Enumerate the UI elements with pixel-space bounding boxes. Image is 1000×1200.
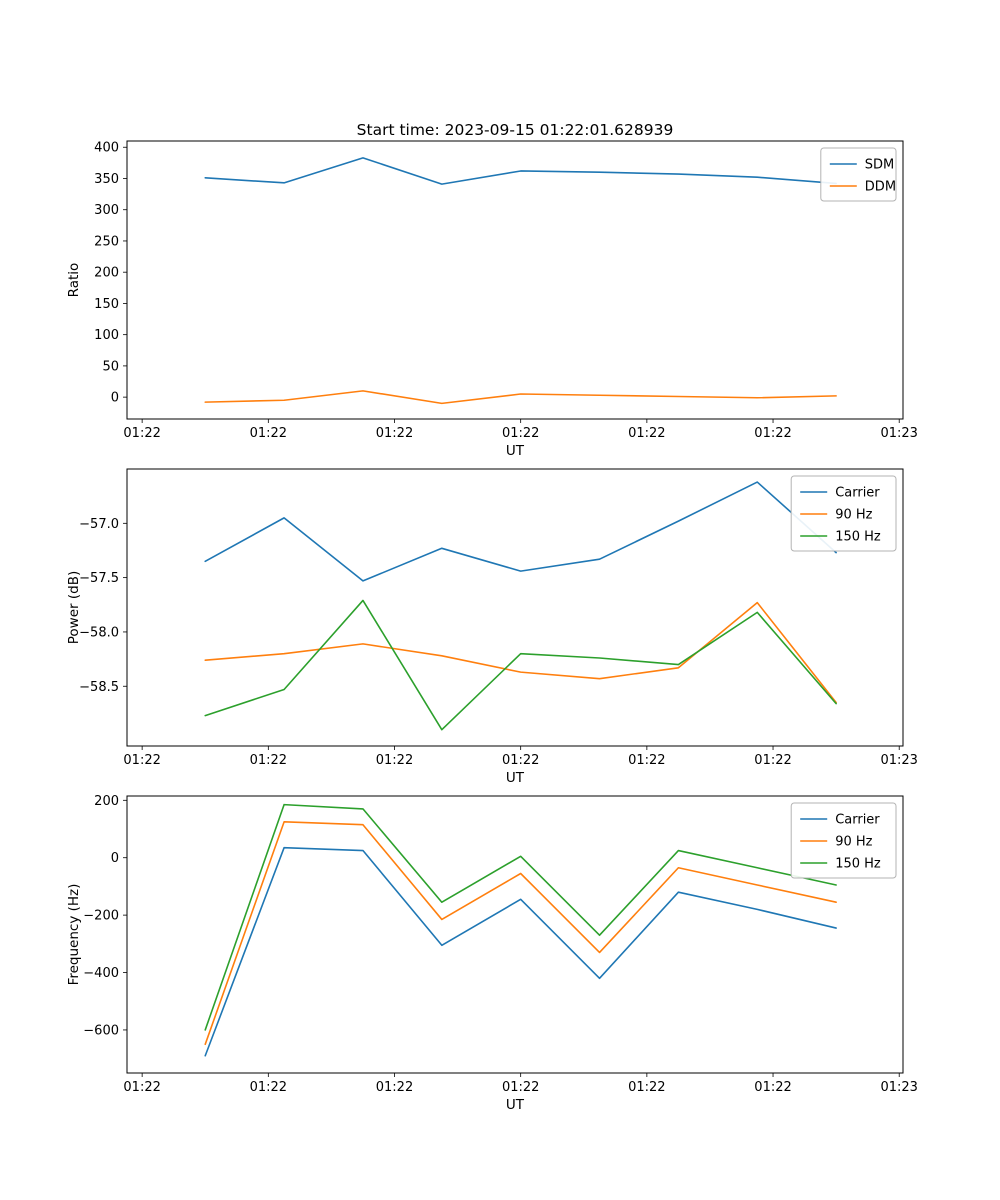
y-axis-label: Ratio xyxy=(66,263,82,298)
x-tick-label: 01:22 xyxy=(754,1080,791,1095)
axes-frame xyxy=(126,795,904,1074)
y-tick-label: 350 xyxy=(94,172,119,187)
y-tick-label: 300 xyxy=(94,203,119,218)
series-line-150-hz xyxy=(204,803,837,1031)
y-tick-label: −400 xyxy=(83,966,119,981)
series-line-150-hz xyxy=(204,599,837,731)
x-tick-label: 01:22 xyxy=(376,753,413,768)
x-tick-label: 01:22 xyxy=(123,753,160,768)
figure-title: Start time: 2023-09-15 01:22:01.628939 xyxy=(356,121,674,139)
x-tick-label: 01:23 xyxy=(880,1080,917,1095)
legend: Carrier 90 Hz 150 Hz xyxy=(790,802,897,879)
y-tick-label: 400 xyxy=(94,141,119,156)
legend-box xyxy=(790,475,897,552)
x-tick-label: 01:22 xyxy=(502,426,539,441)
y-tick-label: 0 xyxy=(111,391,119,406)
x-tick-label: 01:22 xyxy=(628,753,665,768)
y-tick-label: 200 xyxy=(94,794,119,809)
y-axis-label: Frequency (Hz) xyxy=(66,884,82,986)
legend-label-90-hz: 90 Hz xyxy=(835,508,872,523)
subplot-1: 01:22 01:22 01:22 01:22 01:22 01:22 01:23 0 50 10… xyxy=(66,140,918,459)
axes-frame xyxy=(126,468,904,747)
legend: Carrier 90 Hz 150 Hz xyxy=(790,475,897,552)
x-tick-label: 01:22 xyxy=(502,753,539,768)
legend-label-150-hz: 150 Hz xyxy=(835,530,881,545)
x-tick-label: 01:22 xyxy=(628,1080,665,1095)
x-axis-label: UT xyxy=(506,770,525,786)
legend-label-sdm: SDM xyxy=(865,158,894,173)
series-line-carrier xyxy=(204,846,837,1057)
legend-box xyxy=(820,147,897,202)
y-tick-label: −200 xyxy=(83,909,119,924)
x-tick-label: 01:22 xyxy=(502,1080,539,1095)
series-line-90-hz xyxy=(204,821,837,1046)
y-tick-label: −58.5 xyxy=(79,680,119,695)
x-tick-label: 01:22 xyxy=(754,753,791,768)
legend-label-90-hz: 90 Hz xyxy=(835,835,872,850)
y-tick-label: −58.0 xyxy=(79,625,119,640)
x-tick-label: 01:23 xyxy=(880,426,917,441)
y-tick-label: 100 xyxy=(94,328,119,343)
x-tick-label: 01:22 xyxy=(123,426,160,441)
x-tick-label: 01:23 xyxy=(880,753,917,768)
legend-label-150-hz: 150 Hz xyxy=(835,857,881,872)
x-tick-label: 01:22 xyxy=(376,426,413,441)
y-tick-label: −57.5 xyxy=(79,571,119,586)
series-line-90-hz xyxy=(204,601,837,704)
series-line-sdm xyxy=(204,157,837,185)
x-axis-label: UT xyxy=(506,1097,525,1113)
legend-label-ddm: DDM xyxy=(865,180,896,195)
legend-label-carrier: Carrier xyxy=(835,813,880,828)
x-tick-label: 01:22 xyxy=(376,1080,413,1095)
x-tick-label: 01:22 xyxy=(754,426,791,441)
series-line-carrier xyxy=(204,481,837,582)
x-tick-label: 01:22 xyxy=(250,426,287,441)
x-tick-label: 01:22 xyxy=(250,1080,287,1095)
x-tick-label: 01:22 xyxy=(123,1080,160,1095)
subplot-2: 01:22 01:22 01:22 01:22 01:22 01:22 01:23 −57.0… xyxy=(66,468,918,786)
y-tick-label: −57.0 xyxy=(79,517,119,532)
subplot-3: 01:22 01:22 01:22 01:22 01:22 01:22 01:23 200 0 −… xyxy=(66,794,918,1113)
legend-label-carrier: Carrier xyxy=(835,486,880,501)
series-line-ddm xyxy=(204,390,837,405)
legend-box xyxy=(790,802,897,879)
y-tick-label: 0 xyxy=(111,851,119,866)
y-tick-label: 50 xyxy=(102,359,119,374)
y-tick-label: 200 xyxy=(94,266,119,281)
x-tick-label: 01:22 xyxy=(628,426,665,441)
legend: SDM DDM xyxy=(820,147,897,202)
y-tick-label: 150 xyxy=(94,297,119,312)
y-axis-label: Power (dB) xyxy=(66,571,82,644)
x-tick-label: 01:22 xyxy=(250,753,287,768)
x-axis-label: UT xyxy=(506,443,525,459)
y-tick-label: 250 xyxy=(94,234,119,249)
axes-frame xyxy=(126,140,904,420)
y-tick-label: −600 xyxy=(83,1023,119,1038)
